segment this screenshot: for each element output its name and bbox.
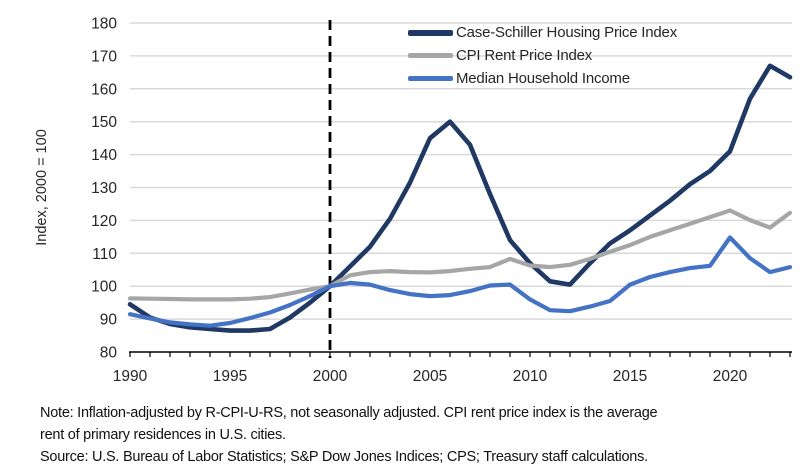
svg-text:90: 90 [100, 312, 118, 329]
svg-text:120: 120 [91, 213, 117, 230]
svg-text:180: 180 [91, 16, 117, 33]
svg-text:160: 160 [91, 81, 117, 98]
legend-label: Median Household Income [456, 70, 630, 87]
source-line: Source: U.S. Bureau of Labor Statistics;… [40, 449, 648, 465]
svg-text:2015: 2015 [613, 368, 647, 385]
legend-item-median-income: Median Household Income [408, 67, 677, 90]
note-line-1: Note: Inflation-adjusted by R-CPI-U-RS, … [40, 405, 658, 421]
svg-text:2010: 2010 [513, 368, 548, 385]
chart-legend: Case-Schiller Housing Price Index CPI Re… [408, 21, 677, 90]
svg-text:2000: 2000 [313, 368, 348, 385]
note-line-2: rent of primary residences in U.S. citie… [40, 427, 286, 443]
svg-text:170: 170 [91, 48, 117, 65]
svg-text:140: 140 [91, 147, 117, 164]
legend-label: Case-Schiller Housing Price Index [456, 24, 678, 41]
svg-text:2020: 2020 [713, 368, 748, 385]
svg-text:100: 100 [91, 279, 117, 296]
y-axis-title: Index, 2000 = 100 [34, 129, 50, 246]
cpi-rent-line-swatch [408, 53, 453, 58]
median-income-line-swatch [408, 76, 453, 81]
svg-text:150: 150 [91, 114, 117, 131]
svg-text:1990: 1990 [113, 368, 148, 385]
case-schiller-line-swatch [408, 29, 453, 36]
svg-text:1995: 1995 [213, 368, 247, 385]
chart-footnotes: Note: Inflation-adjusted by R-CPI-U-RS, … [40, 402, 785, 468]
legend-label: CPI Rent Price Index [456, 47, 593, 64]
legend-item-case-schiller: Case-Schiller Housing Price Index [408, 21, 677, 44]
svg-text:130: 130 [91, 180, 117, 197]
legend-item-cpi-rent: CPI Rent Price Index [408, 44, 677, 67]
svg-text:110: 110 [92, 246, 117, 263]
svg-text:2005: 2005 [413, 368, 447, 385]
svg-text:80: 80 [100, 345, 118, 362]
line-chart-canvas: 80 90 100 110 120 130 140 150 160 170 180 1990 1995 2… [34, 16, 793, 385]
